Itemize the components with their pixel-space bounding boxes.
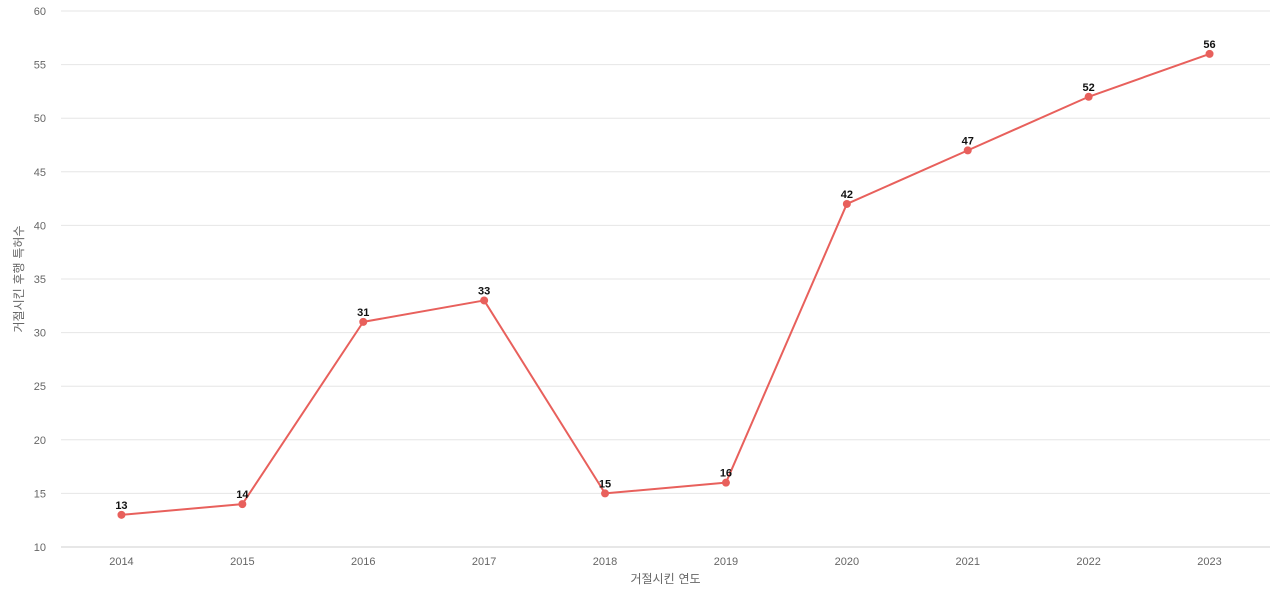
x-tick-label: 2016 [351,556,375,568]
x-tick-label: 2018 [593,556,617,568]
x-axis-ticks: 2014 2015 2016 2017 2018 2019 2020 2021 2022 2023 [109,556,1222,568]
series-line-path [120,52,1211,516]
y-tick-label: 15 [34,488,46,500]
x-tick-label: 2019 [714,556,738,568]
y-tick-label: 20 [34,435,46,447]
data-label: 15 [599,478,611,490]
y-tick-label: 35 [34,274,46,286]
data-point [238,500,247,509]
grid [61,10,1270,548]
data-point [721,478,730,487]
data-label: 31 [357,307,369,319]
data-label: 56 [1203,39,1215,51]
y-tick-label: 60 [34,6,46,18]
y-tick-label: 45 [34,167,46,179]
data-label: 13 [115,500,127,512]
y-tick-label: 40 [34,220,46,232]
series-line [120,52,1211,516]
data-point [963,146,972,155]
x-tick-label: 2017 [472,556,496,568]
data-label: 16 [720,468,732,480]
y-tick-label: 30 [34,328,46,340]
x-tick-label: 2015 [230,556,254,568]
y-tick-label: 10 [34,542,46,554]
data-points [117,49,1214,519]
data-point [842,199,851,208]
y-tick-label: 25 [34,381,46,393]
x-tick-label: 2020 [835,556,859,568]
data-label: 52 [1083,82,1095,94]
data-label: 47 [962,135,974,147]
data-labels: 13 14 31 33 15 16 42 47 52 56 [115,39,1215,512]
data-label: 14 [236,489,249,501]
x-tick-label: 2014 [109,556,133,568]
x-axis-title: 거절시킨 연도 [630,572,700,586]
data-label: 42 [841,189,853,201]
y-tick-label: 55 [34,60,46,72]
data-point [117,510,126,519]
x-tick-label: 2022 [1076,556,1100,568]
data-point [1084,92,1093,101]
y-axis-title: 거절시킨 후행 특허수 [11,226,26,333]
data-point [359,317,368,326]
y-tick-label: 50 [34,113,46,125]
x-tick-label: 2021 [956,556,980,568]
data-point [1205,49,1214,58]
data-point [601,489,610,498]
x-tick-label: 2023 [1197,556,1221,568]
y-axis-ticks: 10 15 20 25 30 35 40 45 50 55 60 [34,6,46,554]
data-label: 33 [478,285,490,297]
data-point [480,296,489,305]
